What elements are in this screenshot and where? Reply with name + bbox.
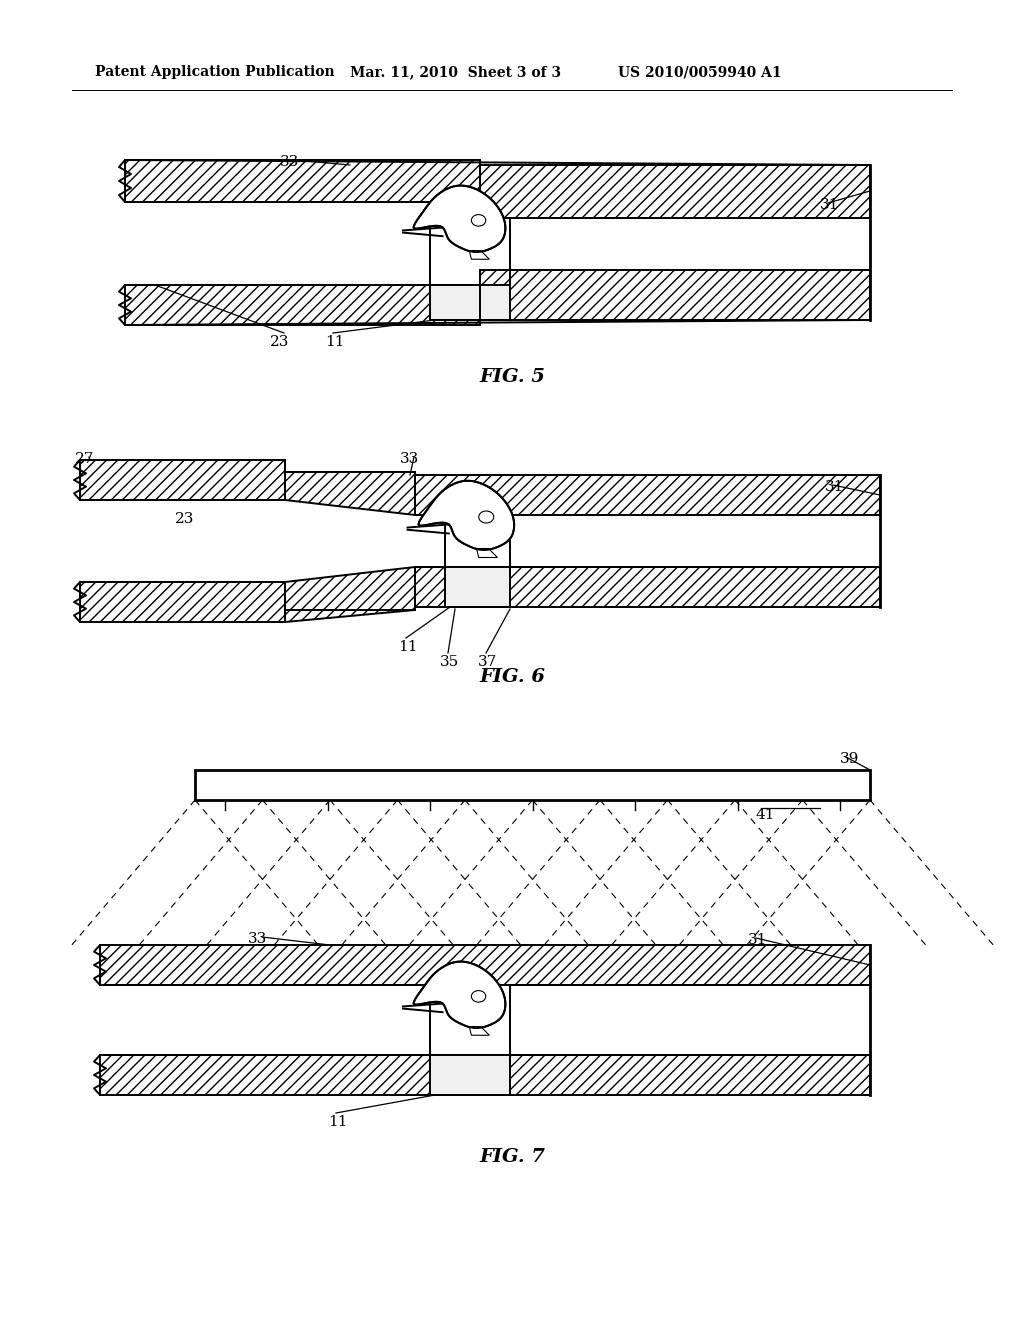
Polygon shape — [285, 568, 415, 622]
Text: 37: 37 — [478, 655, 498, 669]
Text: 27: 27 — [75, 451, 94, 466]
Polygon shape — [430, 285, 510, 319]
Polygon shape — [80, 459, 285, 500]
Polygon shape — [100, 945, 870, 985]
Text: FIG. 5: FIG. 5 — [479, 368, 545, 385]
Polygon shape — [125, 285, 480, 325]
Text: Patent Application Publication: Patent Application Publication — [95, 65, 335, 79]
Text: 11: 11 — [325, 335, 344, 348]
Polygon shape — [100, 1055, 870, 1096]
Polygon shape — [476, 549, 498, 557]
Text: 31: 31 — [820, 198, 840, 213]
Polygon shape — [480, 165, 870, 218]
Polygon shape — [469, 251, 489, 259]
Polygon shape — [469, 1027, 489, 1035]
Polygon shape — [430, 1055, 510, 1096]
Ellipse shape — [471, 990, 485, 1002]
Polygon shape — [415, 475, 880, 515]
Polygon shape — [414, 961, 506, 1028]
Ellipse shape — [471, 215, 485, 226]
Text: 35: 35 — [440, 655, 459, 669]
Polygon shape — [125, 160, 480, 202]
Text: US 2010/0059940 A1: US 2010/0059940 A1 — [618, 65, 781, 79]
Text: 31: 31 — [748, 933, 767, 946]
Text: 33: 33 — [400, 451, 419, 466]
Ellipse shape — [479, 511, 494, 523]
Polygon shape — [419, 480, 514, 550]
Text: 33: 33 — [280, 154, 299, 169]
Text: 33: 33 — [248, 932, 267, 946]
Polygon shape — [415, 568, 880, 607]
Polygon shape — [285, 473, 415, 515]
Polygon shape — [445, 568, 510, 607]
Polygon shape — [414, 186, 506, 252]
Text: 11: 11 — [398, 640, 418, 653]
Text: 39: 39 — [840, 752, 859, 766]
Polygon shape — [80, 582, 285, 622]
Text: 23: 23 — [270, 335, 290, 348]
Text: FIG. 6: FIG. 6 — [479, 668, 545, 686]
Bar — [195, 770, 870, 800]
Text: 11: 11 — [328, 1115, 347, 1129]
Text: 31: 31 — [825, 480, 845, 494]
Text: FIG. 7: FIG. 7 — [479, 1148, 545, 1166]
Text: Mar. 11, 2010  Sheet 3 of 3: Mar. 11, 2010 Sheet 3 of 3 — [350, 65, 561, 79]
Text: 41: 41 — [755, 808, 774, 822]
Text: 23: 23 — [175, 512, 195, 525]
Polygon shape — [480, 271, 870, 319]
